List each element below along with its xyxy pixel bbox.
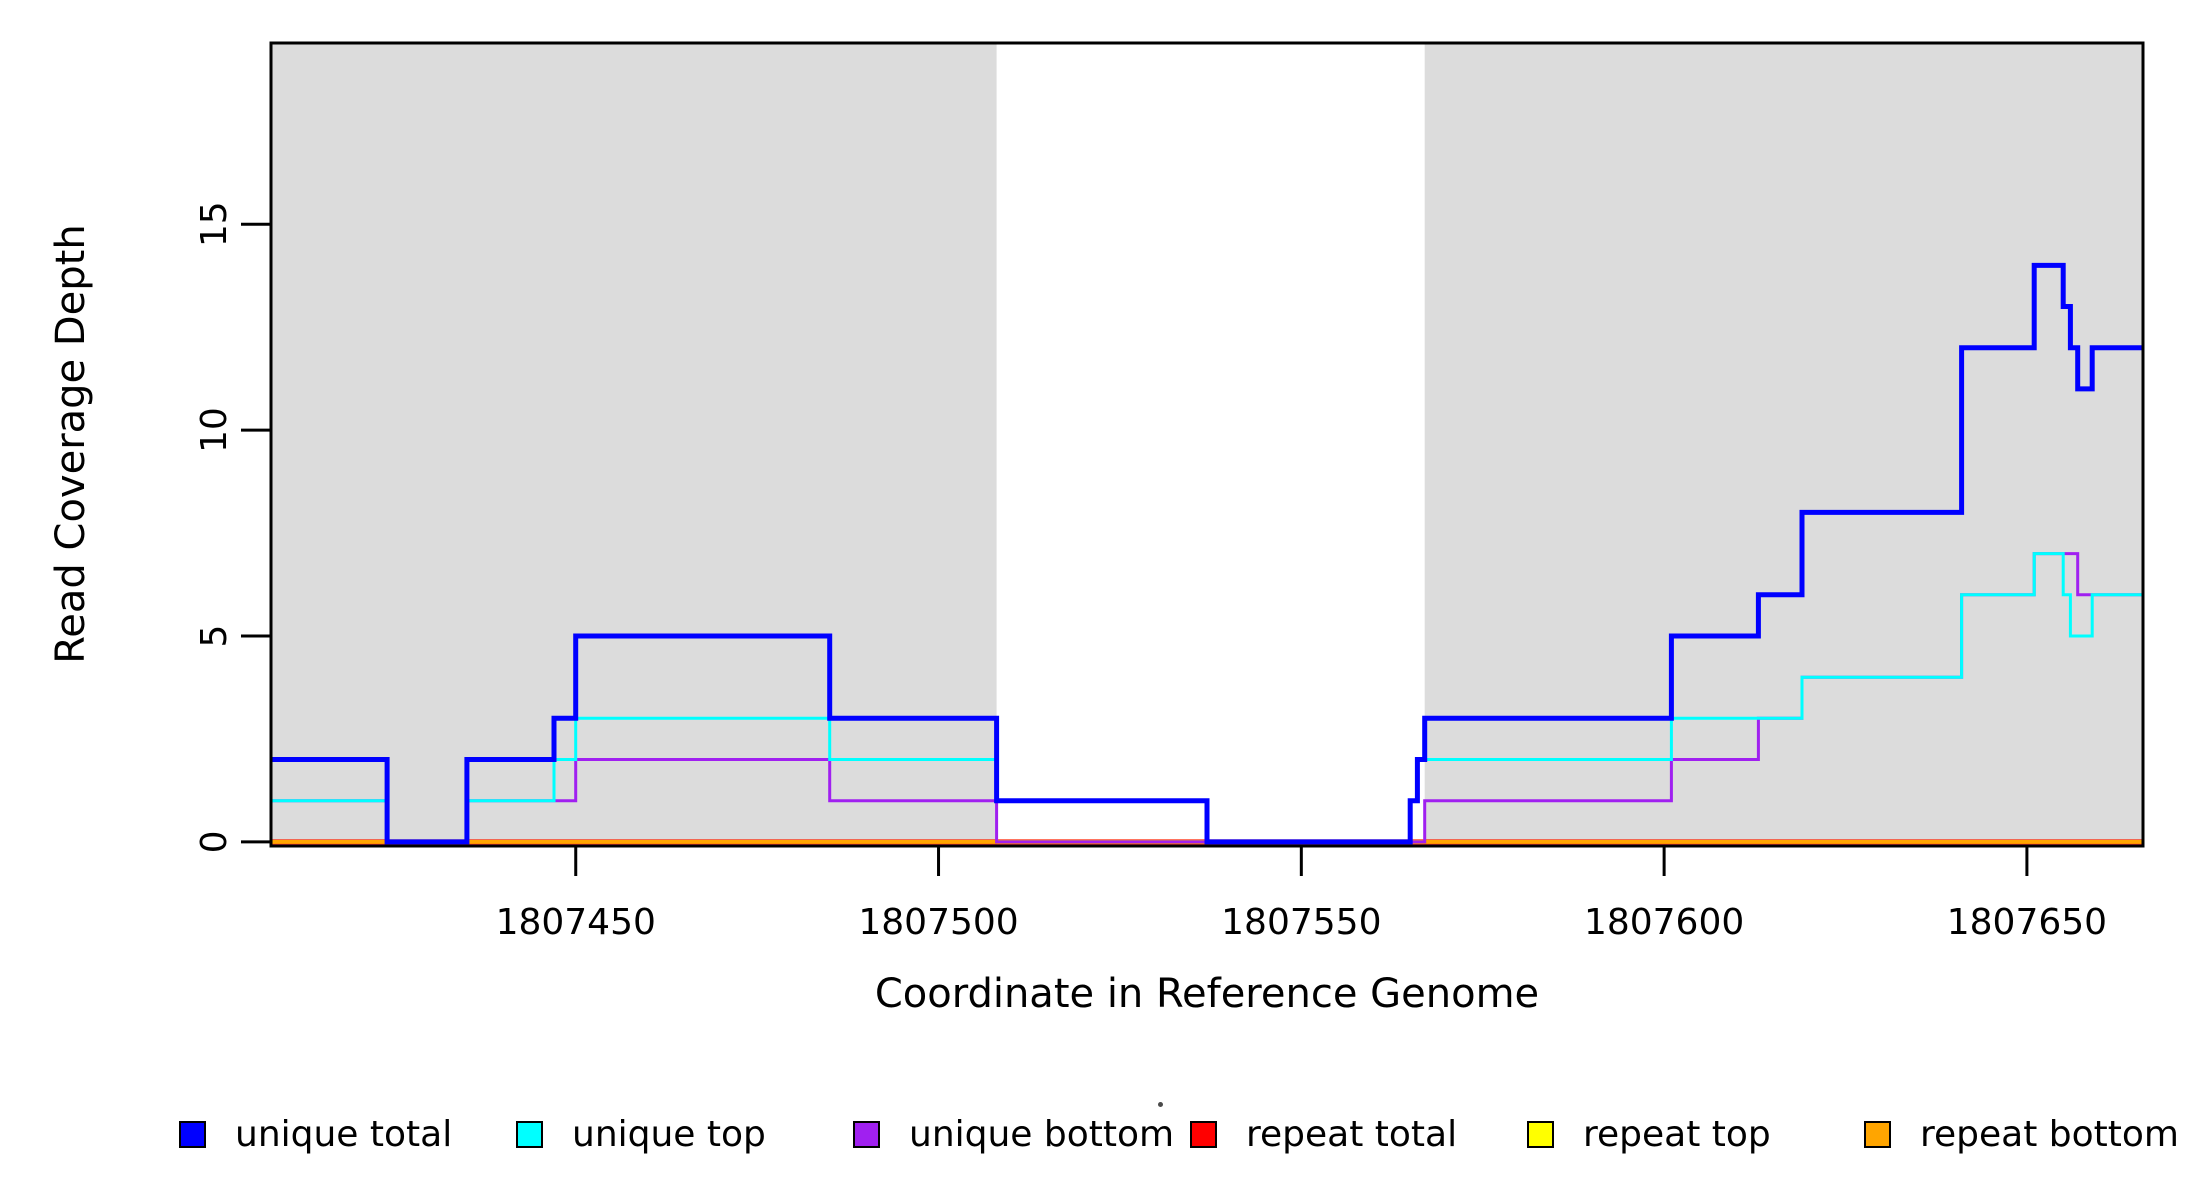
x-axis-title: Coordinate in Reference Genome xyxy=(875,971,1539,1017)
repeat-top-swatch-icon xyxy=(1527,1120,1554,1148)
legend-item-repeat-bottom: repeat bottom xyxy=(1864,1112,2179,1156)
unique-bottom-swatch-icon xyxy=(853,1120,880,1148)
legend: unique total unique top unique bottom re… xyxy=(0,1112,2200,1172)
unique-top-swatch-icon xyxy=(516,1120,543,1148)
legend-label: repeat bottom xyxy=(1920,1113,2179,1155)
legend-item-repeat-top: repeat top xyxy=(1527,1112,1771,1156)
y-tick-label: 15 xyxy=(194,201,235,247)
unique-total-swatch-icon xyxy=(179,1120,206,1148)
y-tick-label: 0 xyxy=(194,830,235,853)
shaded-regions-layer xyxy=(271,43,2143,846)
legend-label: repeat total xyxy=(1246,1113,1458,1155)
x-tick-label: 1807500 xyxy=(858,902,1018,943)
legend-item-unique-top: unique top xyxy=(516,1112,766,1156)
legend-label: unique top xyxy=(572,1113,766,1155)
legend-label: repeat top xyxy=(1583,1113,1771,1155)
y-axis-title: Read Coverage Depth xyxy=(48,224,94,663)
repeat-bottom-swatch-icon xyxy=(1864,1120,1891,1148)
x-tick-label: 1807550 xyxy=(1221,902,1381,943)
series-layer xyxy=(271,262,2143,845)
x-tick-label: 1807600 xyxy=(1584,902,1744,943)
axes-frame-layer xyxy=(269,41,2145,848)
y-tick-label: 5 xyxy=(194,625,235,648)
legend-item-unique-bottom: unique bottom xyxy=(853,1112,1174,1156)
legend-label: unique bottom xyxy=(909,1113,1175,1155)
plot-border xyxy=(269,41,2145,848)
stray-dot xyxy=(1158,1102,1163,1107)
series-unique-total xyxy=(271,262,2143,845)
y-tick-label: 10 xyxy=(194,407,235,453)
legend-item-repeat-total: repeat total xyxy=(1190,1112,1457,1156)
shaded-region xyxy=(271,43,997,846)
x-tick-label: 1807650 xyxy=(1947,902,2107,943)
legend-label: unique total xyxy=(235,1113,453,1155)
shaded-region xyxy=(1424,43,2143,846)
x-tick-label: 1807450 xyxy=(496,902,656,943)
repeat-total-swatch-icon xyxy=(1190,1120,1217,1148)
tick-layer: 1807450 1807500 1807550 1807600 1807650 0 5 10 1… xyxy=(194,201,2107,943)
legend-item-unique-total: unique total xyxy=(179,1112,452,1156)
